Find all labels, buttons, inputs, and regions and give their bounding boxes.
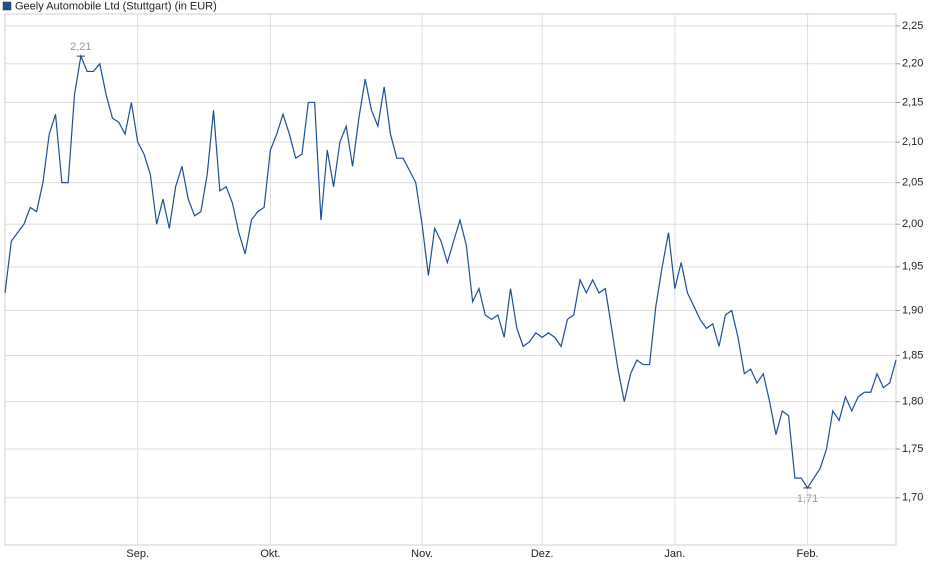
- y-tick-label: 1,80: [902, 395, 923, 407]
- y-tick-label: 2,15: [902, 96, 923, 108]
- legend-swatch: [2, 1, 12, 11]
- value-label: 2,21: [70, 41, 91, 53]
- y-tick-label: 2,05: [902, 177, 923, 189]
- y-tick-label: 1,90: [902, 304, 923, 316]
- y-tick-label: 1,75: [902, 443, 923, 455]
- y-tick-label: 1,70: [902, 492, 923, 504]
- y-tick-label: 2,10: [902, 136, 923, 148]
- x-tick-label: Okt.: [260, 548, 280, 560]
- legend-label: Geely Automobile Ltd (Stuttgart) (in EUR…: [15, 0, 217, 12]
- y-tick-label: 2,25: [902, 20, 923, 32]
- y-tick-label: 2,20: [902, 58, 923, 70]
- y-tick-label: 1,85: [902, 349, 923, 361]
- x-tick-label: Feb.: [797, 548, 819, 560]
- x-tick-label: Nov.: [411, 548, 433, 560]
- y-tick-label: 2,00: [902, 218, 923, 230]
- x-tick-label: Dez.: [531, 548, 554, 560]
- x-tick-label: Sep.: [126, 548, 149, 560]
- price-line: [4, 53, 897, 490]
- x-tick-label: Jan.: [664, 548, 685, 560]
- y-tick-label: 1,95: [902, 261, 923, 273]
- plot-area: [4, 13, 897, 546]
- value-label: 1,71: [797, 493, 818, 505]
